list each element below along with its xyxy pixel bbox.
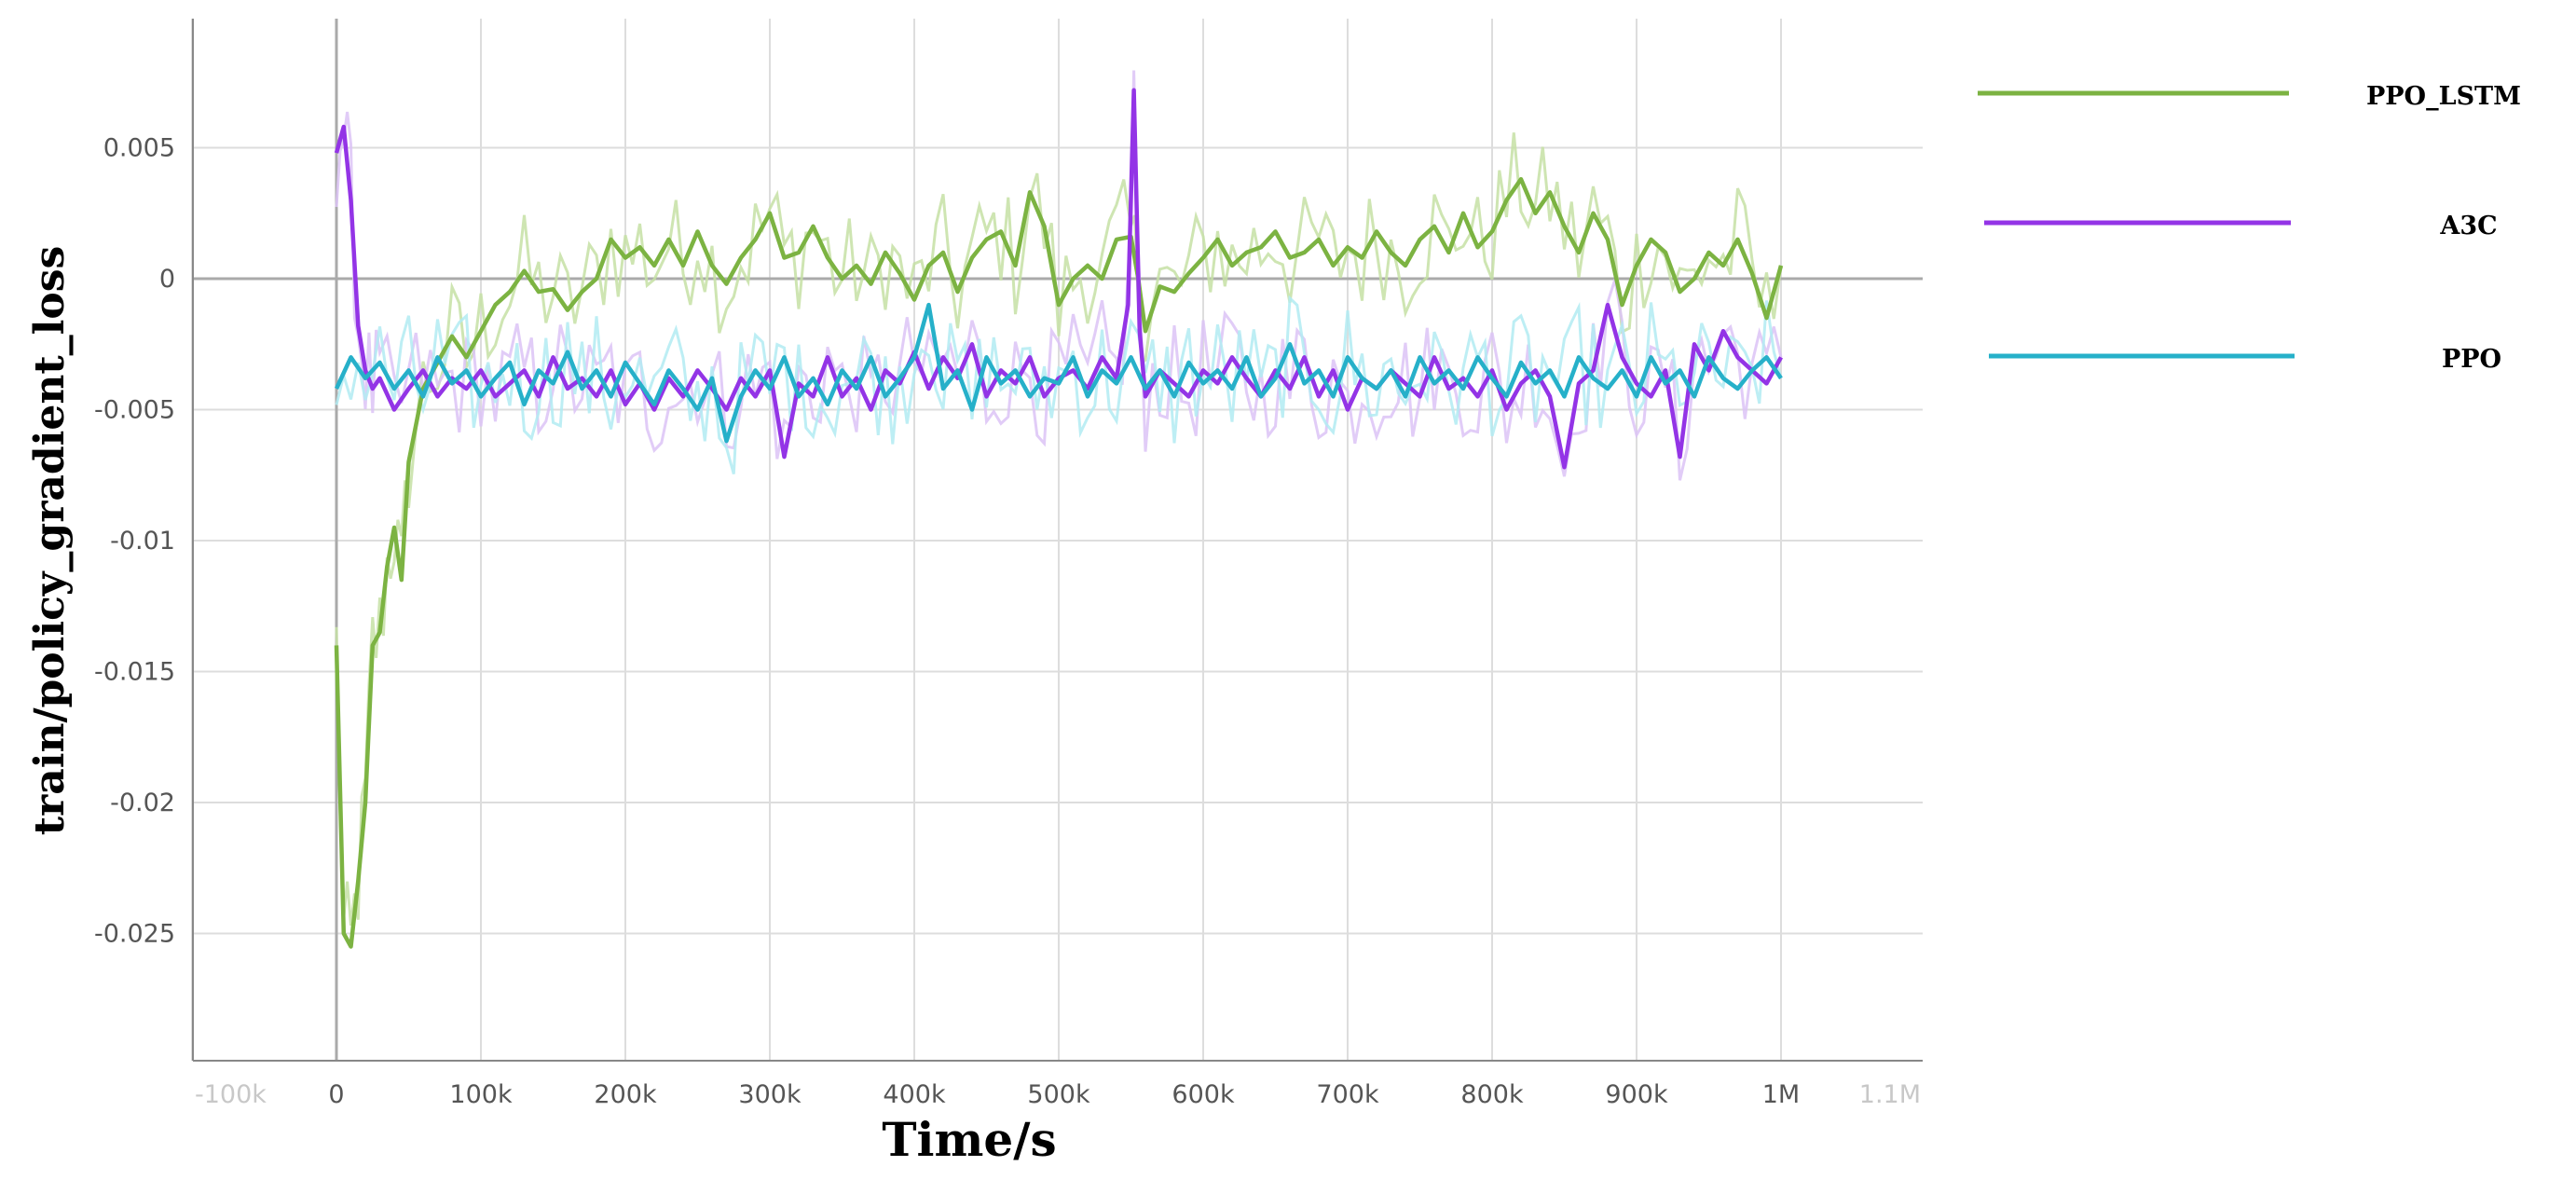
legend: PPO_LSTM A3C PPO: [1978, 82, 2521, 374]
y-tick-label-0: 0.005: [103, 134, 175, 163]
x-tick-label-3: 200k: [594, 1080, 657, 1109]
x-tick-label-2: 100k: [449, 1080, 513, 1109]
x-tick-label-12: 1.1M: [1859, 1080, 1921, 1109]
plot-frame: [192, 19, 1923, 1062]
legend-label-2: PPO: [2442, 345, 2501, 374]
x-tick-label-4: 300k: [738, 1080, 802, 1109]
legend-label-1: A3C: [2439, 212, 2497, 240]
x-tick-labels: -100k 0 100k 200k 300k 400k 500k 600k 700k 800k 90…: [195, 1080, 1921, 1109]
legend-label-0: PPO_LSTM: [2366, 82, 2521, 111]
y-tick-label-4: -0.015: [94, 658, 175, 687]
x-tick-label-9: 800k: [1460, 1080, 1524, 1109]
x-axis-label: Time/s: [882, 1112, 1056, 1167]
x-tick-label-8: 700k: [1316, 1080, 1379, 1109]
legend-entry-1: A3C: [1984, 212, 2498, 240]
legend-entry-2: PPO: [1989, 345, 2501, 374]
series-line-2: [334, 302, 1783, 444]
legend-entry-0: PPO_LSTM: [1978, 82, 2521, 111]
y-tick-label-6: -0.025: [94, 920, 175, 949]
y-tick-labels: 0.005 0 -0.005 -0.01 -0.015 -0.02 -0.025: [94, 134, 175, 949]
x-tick-label-1: 0: [328, 1080, 344, 1109]
series-line-0: [334, 176, 1784, 949]
x-tick-label-10: 900k: [1605, 1080, 1668, 1109]
x-tick-label-11: 1M: [1762, 1080, 1800, 1109]
y-tick-label-5: -0.02: [110, 789, 175, 817]
y-tick-label-1: 0: [159, 265, 175, 294]
x-tick-label-5: 400k: [883, 1080, 946, 1109]
y-tick-label-3: -0.01: [110, 527, 175, 556]
y-tick-label-2: -0.005: [94, 396, 175, 425]
y-axis-label: train/policy_gradient_loss: [26, 246, 74, 836]
smoothed-series-layer: [334, 88, 1784, 949]
x-tick-label-6: 500k: [1027, 1080, 1090, 1109]
x-tick-label-7: 600k: [1172, 1080, 1235, 1109]
grid-lines: [191, 19, 1923, 1061]
x-tick-label-0: -100k: [195, 1080, 267, 1109]
